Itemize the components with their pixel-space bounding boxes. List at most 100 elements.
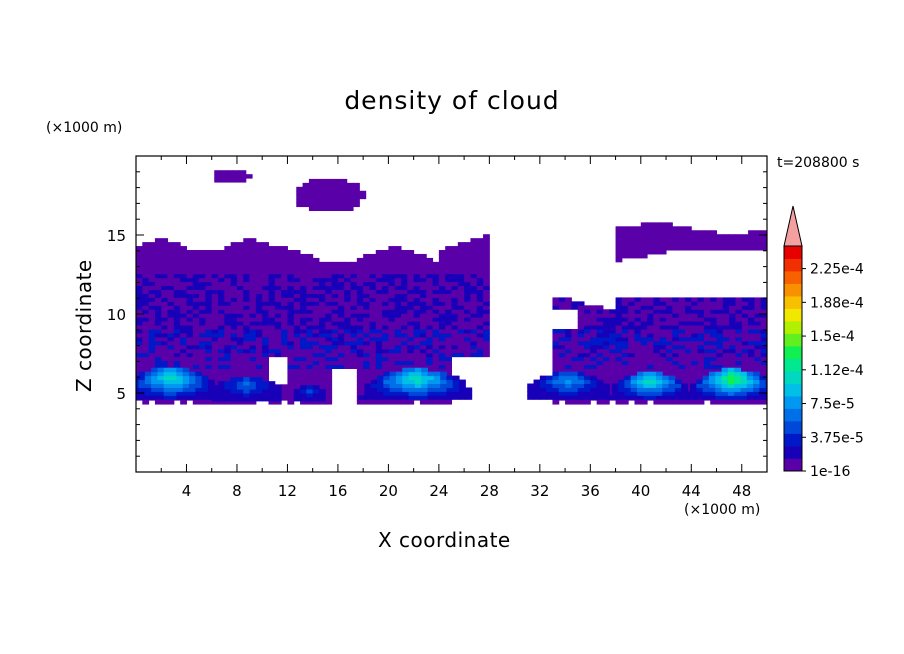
density-cell: [615, 364, 623, 370]
density-cell: [451, 273, 459, 279]
density-cell: [281, 344, 288, 350]
density-cell: [703, 238, 711, 243]
density-cell: [716, 238, 724, 243]
density-cell: [186, 317, 194, 322]
colorbar-swatch: [784, 458, 802, 472]
density-cell: [236, 289, 244, 294]
density-cell: [653, 364, 661, 370]
density-cell: [558, 329, 566, 334]
density-cell: [167, 364, 175, 370]
density-cell: [729, 313, 736, 318]
density-cell: [577, 340, 585, 346]
density-cell: [287, 388, 295, 393]
density-cell: [173, 313, 181, 318]
density-cell: [363, 309, 370, 314]
density-cell: [432, 301, 440, 306]
density-cell: [438, 301, 446, 306]
density-cell: [167, 332, 175, 338]
density-cell: [647, 364, 654, 370]
density-cell: [243, 297, 251, 302]
density-cell: [672, 246, 680, 251]
density-cell: [306, 285, 314, 291]
dense-cloud-core: [163, 367, 171, 373]
density-cell: [565, 348, 572, 354]
density-cell: [413, 309, 421, 314]
density-cell: [161, 332, 169, 338]
dense-cloud-core: [708, 371, 716, 377]
dense-cloud-core: [389, 375, 397, 381]
density-cell: [609, 372, 617, 377]
dense-cloud-core: [414, 379, 422, 385]
density-cell: [281, 392, 288, 397]
cloud-patch: [340, 206, 348, 212]
density-cell: [173, 332, 181, 338]
colorbar-swatch: [784, 283, 802, 297]
density-cell: [154, 289, 162, 294]
density-cell: [331, 285, 339, 291]
colorbar-swatch: [784, 408, 802, 422]
density-cell: [375, 325, 383, 330]
cloud-density-field: [136, 170, 767, 405]
density-cell: [729, 332, 736, 338]
density-cell: [337, 313, 345, 318]
density-cell: [230, 317, 238, 322]
density-cell: [621, 332, 629, 338]
density-cell: [363, 253, 370, 259]
density-cell: [325, 384, 333, 389]
cloud-patch: [334, 206, 341, 212]
density-cell: [647, 246, 654, 251]
density-cell: [438, 273, 446, 279]
density-cell: [672, 242, 680, 247]
density-cell: [464, 269, 471, 275]
density-cell: [571, 305, 579, 310]
density-cell: [344, 273, 352, 279]
density-cell: [300, 332, 307, 338]
density-cell: [760, 242, 767, 247]
density-cell: [211, 336, 219, 342]
density-cell: [584, 344, 591, 350]
dense-cloud-core: [668, 395, 676, 400]
density-cell: [142, 301, 150, 306]
density-cell: [262, 269, 270, 275]
dense-cloud-core: [427, 379, 435, 385]
density-cell: [167, 329, 175, 334]
density-cell: [445, 246, 452, 251]
density-cell: [211, 289, 219, 294]
density-cell: [224, 352, 232, 358]
density-cell: [483, 317, 490, 322]
dense-cloud-core: [727, 391, 735, 396]
density-cell: [369, 289, 377, 294]
dense-cloud-core: [255, 389, 263, 394]
density-cell: [148, 297, 156, 302]
density-cell: [741, 360, 749, 366]
density-cell: [369, 376, 377, 381]
dense-cloud-core: [740, 371, 748, 377]
density-cell: [691, 400, 699, 405]
dense-cloud-core: [740, 383, 748, 388]
density-cell: [640, 253, 648, 259]
density-cell: [438, 297, 446, 302]
dense-cloud-core: [224, 389, 232, 394]
dense-cloud-core: [414, 383, 422, 388]
density-cell: [306, 257, 314, 263]
dense-cloud-core: [552, 371, 560, 377]
density-cell: [249, 250, 257, 255]
density-cell: [224, 376, 232, 381]
density-cell: [255, 344, 263, 350]
density-cell: [628, 325, 635, 330]
density-cell: [186, 356, 194, 362]
density-cell: [318, 348, 326, 354]
density-cell: [710, 317, 718, 322]
density-cell: [136, 364, 143, 370]
density-cell: [199, 356, 206, 362]
density-cell: [388, 309, 396, 314]
density-cell: [180, 309, 187, 314]
dense-cloud-core: [740, 379, 748, 385]
density-cell: [274, 305, 282, 310]
density-cell: [451, 332, 459, 338]
density-cell: [154, 400, 162, 405]
density-cell: [451, 313, 459, 318]
density-cell: [293, 265, 301, 271]
density-cell: [192, 332, 200, 338]
density-cell: [236, 332, 244, 338]
